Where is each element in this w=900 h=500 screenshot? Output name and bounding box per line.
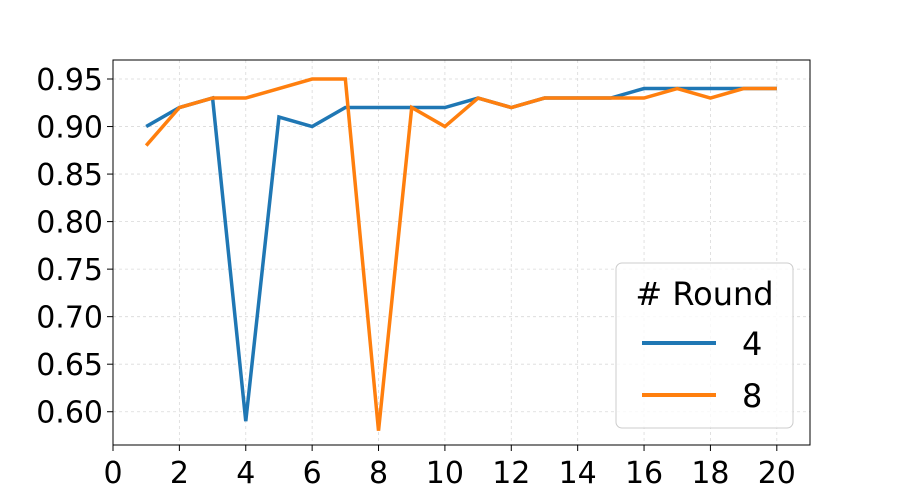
y-tick-label: 0.65 [36,348,103,383]
x-tick-label: 0 [103,456,122,491]
x-tick-label: 2 [170,456,189,491]
series-line-8 [144,77,777,431]
y-tick-label: 0.90 [36,111,103,146]
x-tick-label: 12 [492,456,530,491]
y-tick-label: 0.95 [36,63,103,98]
legend-label-4: 4 [742,325,762,363]
x-tick-label: 18 [691,456,729,491]
legend: # Round 48 [615,262,794,429]
legend-box [615,262,794,429]
plot-area-frame [112,59,811,446]
x-tick-label: 16 [625,456,663,491]
y-tick-label: 0.70 [36,301,103,336]
y-tick-label: 0.80 [36,206,103,241]
legend-title: # Round [635,275,773,313]
x-tick-label: 8 [369,456,388,491]
y-axis: 0.60 0.65 0.70 0.75 0.80 0.85 0.90 0.95 [36,63,113,431]
x-tick-label: 6 [303,456,322,491]
legend-label-8: 8 [742,377,762,415]
x-tick-label: 14 [559,456,597,491]
y-tick-label: 0.60 [36,396,103,431]
y-tick-label: 0.85 [36,158,103,193]
legend-items: 48 [642,325,762,415]
x-axis: 0 2 4 6 8 10 12 14 16 18 20 [103,445,796,491]
grid [112,60,810,445]
series-lines [144,77,777,431]
x-tick-label: 4 [236,456,255,491]
x-tick-label: 10 [426,456,464,491]
x-tick-label: 20 [758,456,796,491]
y-tick-label: 0.75 [36,253,103,288]
